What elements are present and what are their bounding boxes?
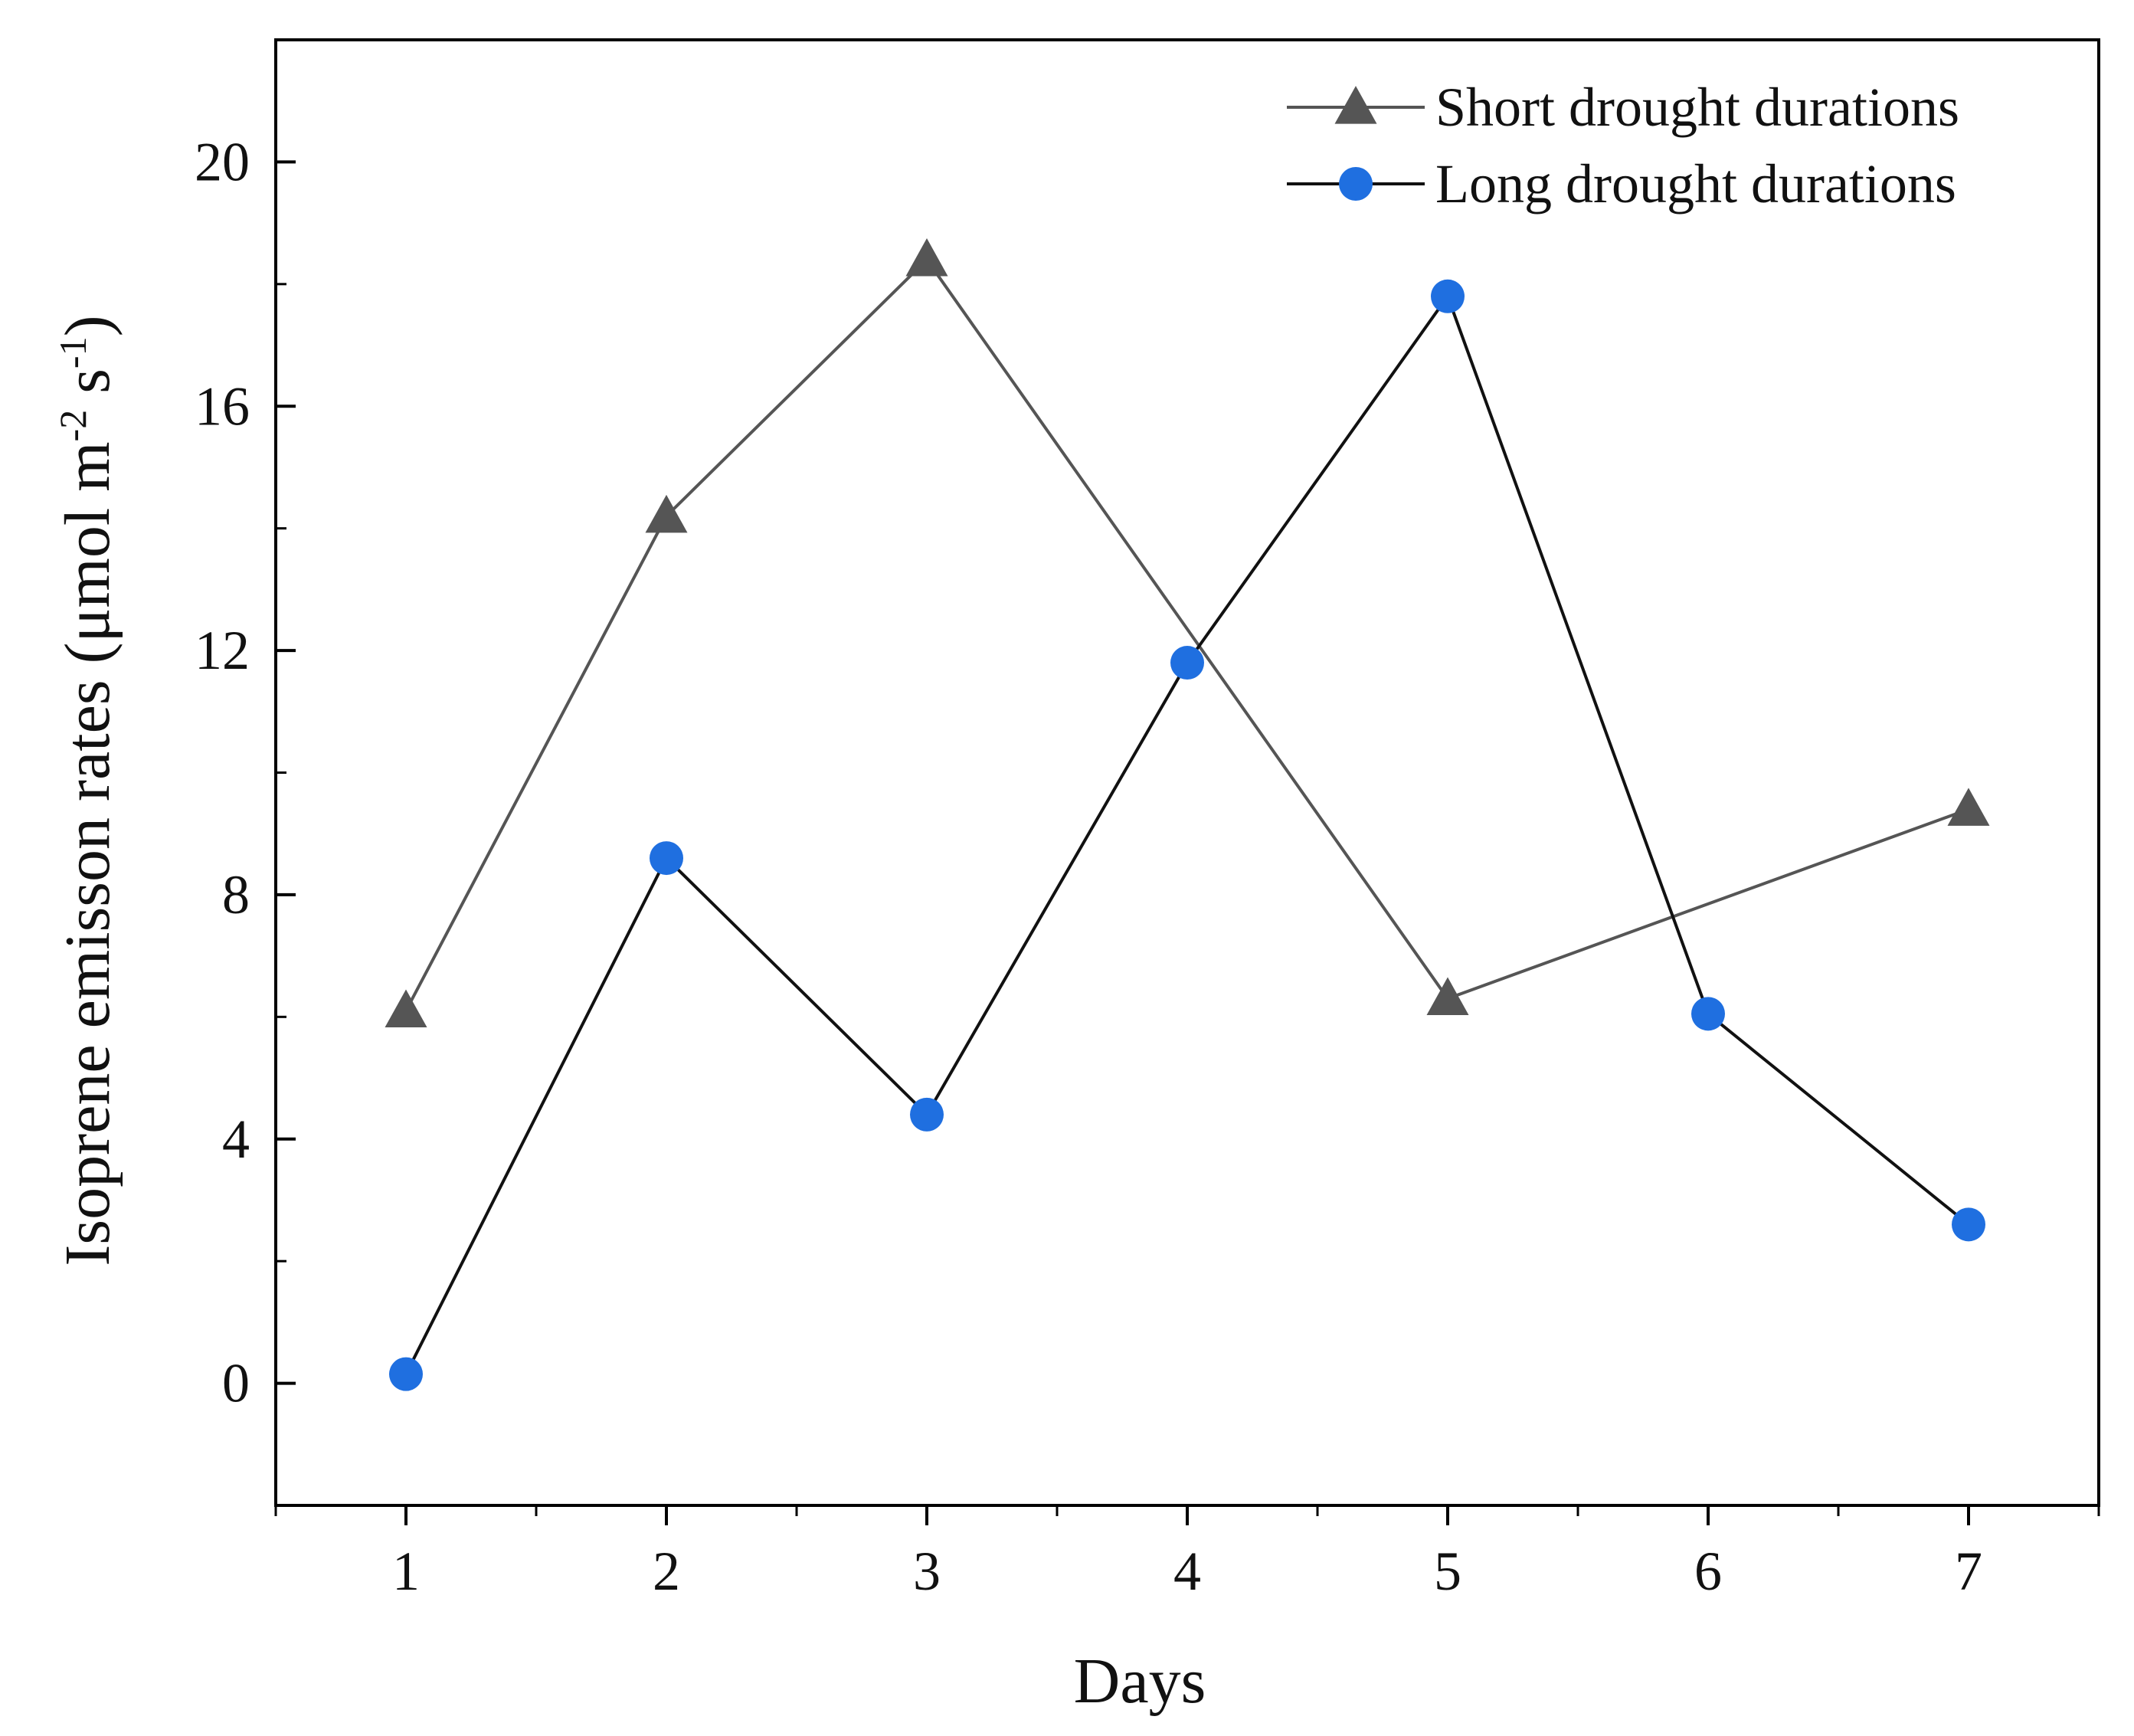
legend-item: Short drought durations (1287, 77, 1959, 138)
y-tick-label: 12 (195, 620, 250, 681)
series-line (404, 294, 1970, 1375)
y-tick-label: 8 (222, 864, 250, 925)
y-tick-label: 16 (195, 375, 250, 437)
legend-item: Long drought durations (1287, 153, 1956, 215)
data-point (1952, 1207, 1985, 1242)
x-tick-label: 6 (1694, 1541, 1722, 1602)
data-point (1170, 646, 1204, 680)
data-point (389, 1357, 423, 1391)
x-tick-label: 3 (913, 1541, 941, 1602)
data-point (1431, 279, 1465, 313)
y-tick-label: 0 (222, 1353, 250, 1414)
y-tick-label: 4 (222, 1109, 250, 1170)
data-point (1691, 997, 1725, 1031)
x-tick-label: 7 (1955, 1541, 1982, 1602)
plot-border (274, 38, 2100, 1507)
data-point (385, 989, 427, 1027)
legend-marker (1339, 167, 1373, 201)
x-tick-label: 1 (392, 1541, 420, 1602)
data-point (650, 841, 683, 876)
data-point (905, 238, 948, 277)
y-axis-title-middle: s (52, 368, 123, 410)
series-line (404, 257, 1969, 1012)
legend-label: Long drought durations (1435, 153, 1956, 215)
x-axis: 1 2 3 4 5 6 7 (274, 1505, 2100, 1602)
series-layer (385, 238, 1990, 1391)
series-2 (389, 279, 1985, 1391)
legend: Short drought durations Long drought dura… (1287, 77, 1959, 215)
x-tick-label: 2 (653, 1541, 680, 1602)
y-tick-label: 20 (195, 131, 250, 192)
series-1 (385, 238, 1990, 1027)
data-point (1426, 977, 1469, 1016)
y-axis-title-exp2: -1 (51, 336, 94, 368)
legend-label: Short drought durations (1435, 77, 1959, 138)
x-tick-label: 4 (1173, 1541, 1201, 1602)
legend-marker (1334, 86, 1377, 124)
x-axis-title: Days (1074, 1646, 1206, 1717)
y-axis: 0 4 8 12 16 20 (195, 38, 296, 1507)
y-axis-title-exp1: -2 (51, 410, 94, 442)
data-point (645, 494, 688, 533)
y-axis-title-suffix: ) (52, 315, 123, 336)
data-point (910, 1097, 944, 1132)
data-point (1947, 788, 1990, 826)
plot-area (274, 38, 2100, 1507)
y-axis-title-prefix: Isoprene emisson rates (μmol m (52, 441, 123, 1266)
x-tick-label: 5 (1434, 1541, 1461, 1602)
y-axis-title: Isoprene emisson rates (μmol m-2 s-1) (51, 315, 123, 1266)
